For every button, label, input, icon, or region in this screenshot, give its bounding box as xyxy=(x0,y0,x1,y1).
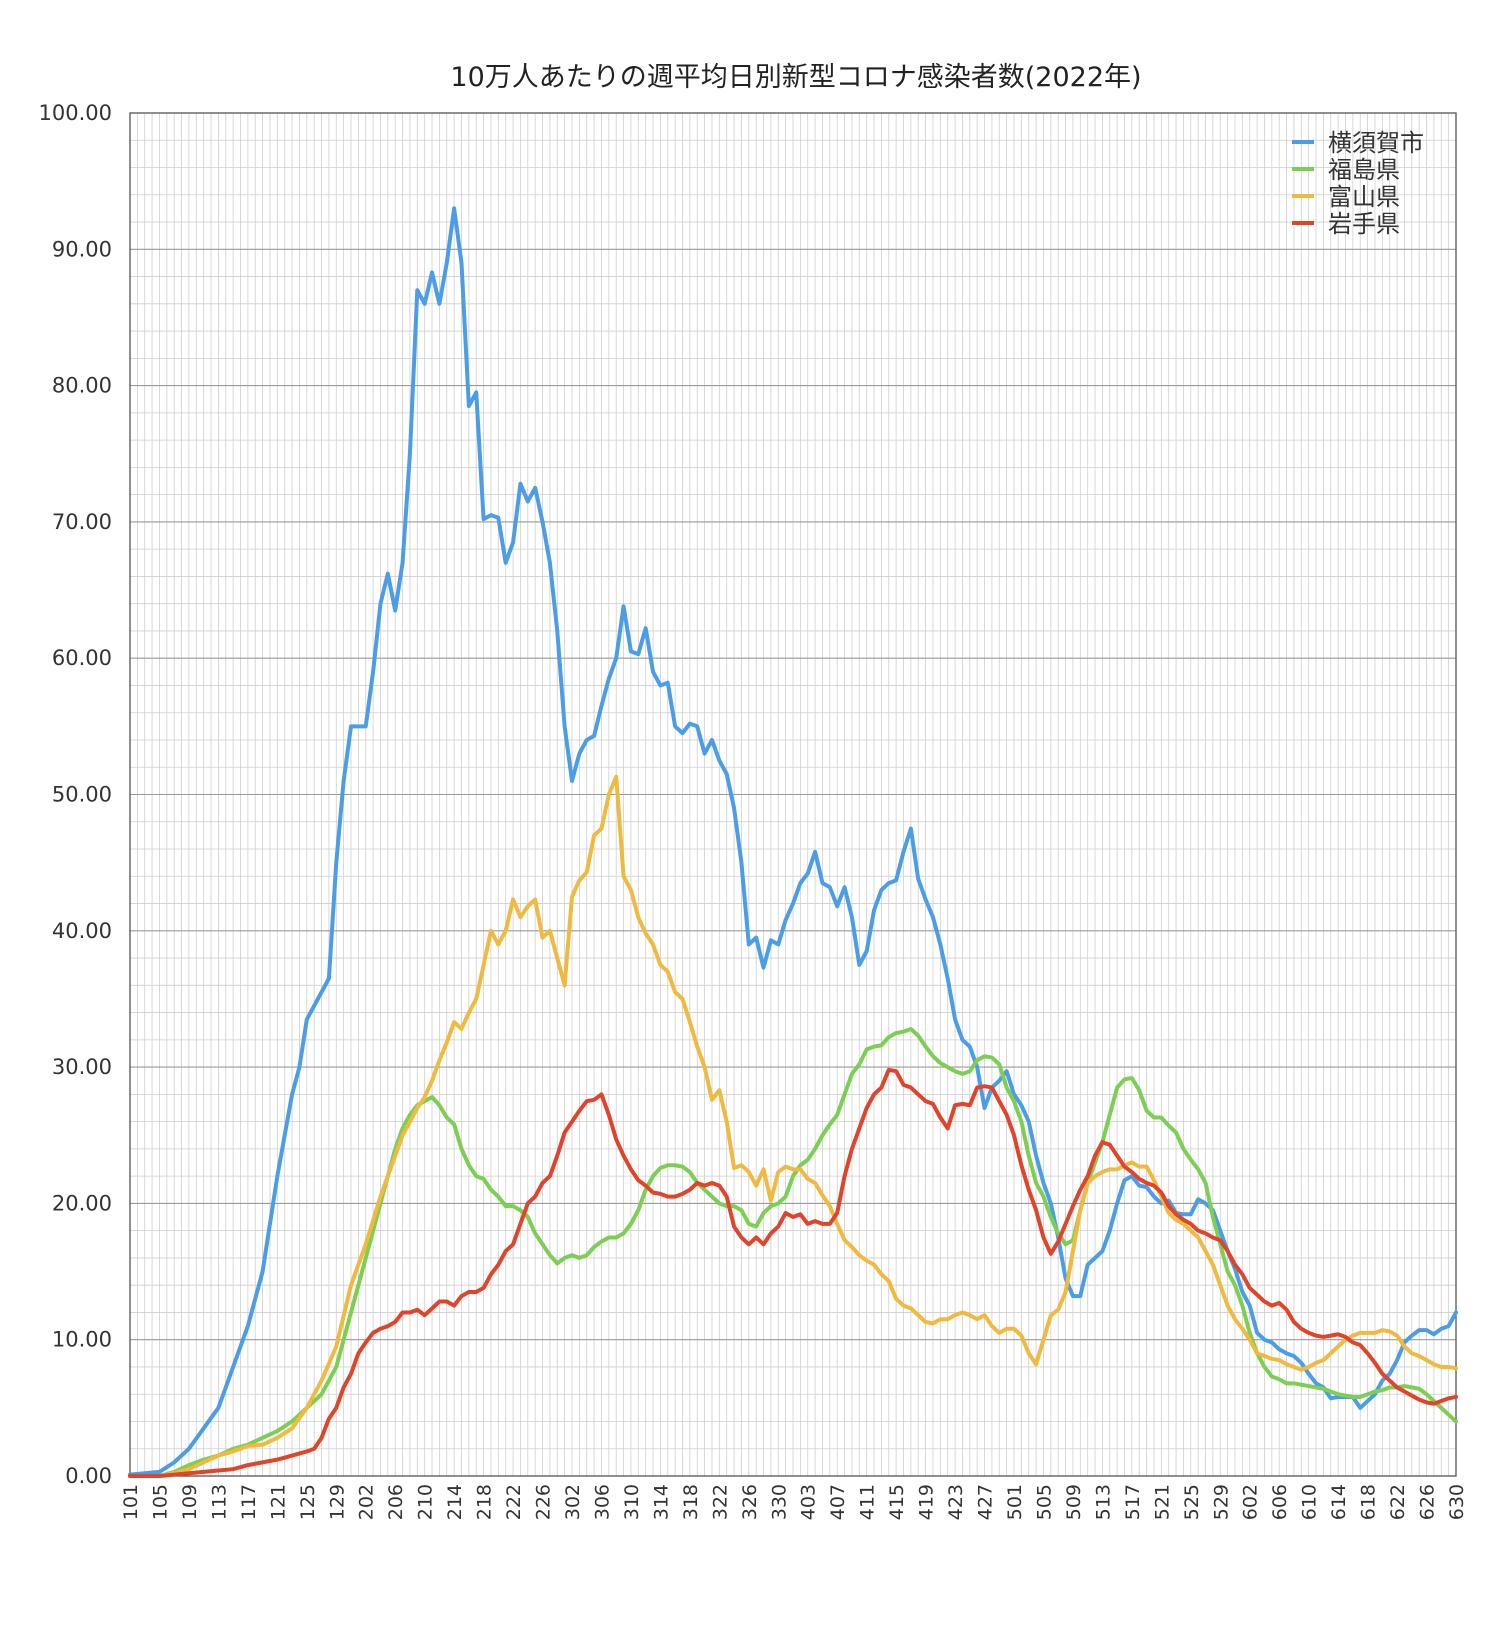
x-tick-label: 302 xyxy=(562,1484,584,1520)
x-tick-label: 525 xyxy=(1181,1484,1203,1520)
x-tick-label: 105 xyxy=(149,1484,171,1520)
x-tick-label: 214 xyxy=(444,1484,466,1520)
x-tick-label: 306 xyxy=(591,1484,613,1520)
x-tick-label: 419 xyxy=(916,1484,938,1520)
y-tick-label: 30.00 xyxy=(52,1055,112,1079)
legend-label: 岩手県 xyxy=(1328,210,1400,238)
series-line-1 xyxy=(128,206,1458,1477)
x-tick-label: 113 xyxy=(208,1484,230,1520)
x-tick-label: 501 xyxy=(1004,1484,1026,1520)
series-line-3 xyxy=(128,774,1458,1478)
x-tick-label: 226 xyxy=(533,1484,555,1520)
x-axis-tick-labels: 101 105 109 113 117 121 125 129 202 206 210 214 218 2… xyxy=(120,1484,1468,1520)
x-tick-label: 210 xyxy=(415,1484,437,1520)
x-tick-label: 602 xyxy=(1240,1484,1262,1520)
y-tick-label: 10.00 xyxy=(52,1328,112,1352)
x-tick-label: 310 xyxy=(621,1484,643,1520)
chart-title: 10万人あたりの週平均日別新型コロナ感染者数(2022年) xyxy=(450,62,1141,93)
x-tick-label: 505 xyxy=(1033,1484,1055,1520)
x-tick-label: 101 xyxy=(120,1484,142,1520)
x-tick-label: 322 xyxy=(709,1484,731,1520)
x-tick-label: 121 xyxy=(267,1484,289,1520)
y-tick-label: 100.00 xyxy=(39,101,112,125)
x-tick-label: 614 xyxy=(1328,1484,1350,1520)
x-tick-label: 622 xyxy=(1387,1484,1409,1520)
x-tick-label: 411 xyxy=(857,1484,879,1520)
x-tick-label: 618 xyxy=(1358,1484,1380,1520)
series-line-4 xyxy=(128,1067,1458,1478)
x-tick-label: 202 xyxy=(356,1484,378,1520)
legend-label: 福島県 xyxy=(1328,156,1400,184)
x-tick-label: 423 xyxy=(945,1484,967,1520)
y-tick-label: 20.00 xyxy=(52,1191,112,1215)
y-tick-label: 50.00 xyxy=(52,783,112,807)
x-tick-label: 125 xyxy=(297,1484,319,1520)
x-tick-label: 521 xyxy=(1151,1484,1173,1520)
y-axis-tick-labels: 0.00 10.00 20.00 30.00 40.00 50.00 60.00 70.00 8… xyxy=(39,101,112,1488)
x-tick-label: 517 xyxy=(1122,1484,1144,1520)
x-tick-label: 626 xyxy=(1417,1484,1439,1520)
x-tick-label: 427 xyxy=(975,1484,997,1520)
x-tick-label: 529 xyxy=(1210,1484,1232,1520)
x-tick-label: 509 xyxy=(1063,1484,1085,1520)
x-tick-label: 513 xyxy=(1092,1484,1114,1520)
x-tick-label: 330 xyxy=(768,1484,790,1520)
y-tick-label: 0.00 xyxy=(65,1464,112,1488)
plot-frame xyxy=(129,112,1457,1477)
x-tick-label: 314 xyxy=(650,1484,672,1520)
series-layer xyxy=(128,206,1458,1478)
x-tick-label: 222 xyxy=(503,1484,525,1520)
y-tick-label: 90.00 xyxy=(52,237,112,261)
x-tick-label: 415 xyxy=(886,1484,908,1520)
x-tick-label: 606 xyxy=(1269,1484,1291,1520)
legend-label: 横須賀市 xyxy=(1328,129,1424,157)
y-tick-label: 40.00 xyxy=(52,919,112,943)
y-tick-label: 80.00 xyxy=(52,374,112,398)
x-tick-label: 117 xyxy=(238,1484,260,1520)
x-tick-label: 610 xyxy=(1299,1484,1321,1520)
y-tick-label: 60.00 xyxy=(52,646,112,670)
x-tick-label: 326 xyxy=(739,1484,761,1520)
x-tick-label: 318 xyxy=(680,1484,702,1520)
x-tick-label: 403 xyxy=(798,1484,820,1520)
x-tick-label: 218 xyxy=(474,1484,496,1520)
x-tick-label: 129 xyxy=(326,1484,348,1520)
legend-label: 富山県 xyxy=(1328,183,1400,211)
x-tick-label: 109 xyxy=(179,1484,201,1520)
x-tick-label: 407 xyxy=(827,1484,849,1520)
y-tick-label: 70.00 xyxy=(52,510,112,534)
x-tick-label: 206 xyxy=(385,1484,407,1520)
x-tick-label: 630 xyxy=(1446,1484,1468,1520)
